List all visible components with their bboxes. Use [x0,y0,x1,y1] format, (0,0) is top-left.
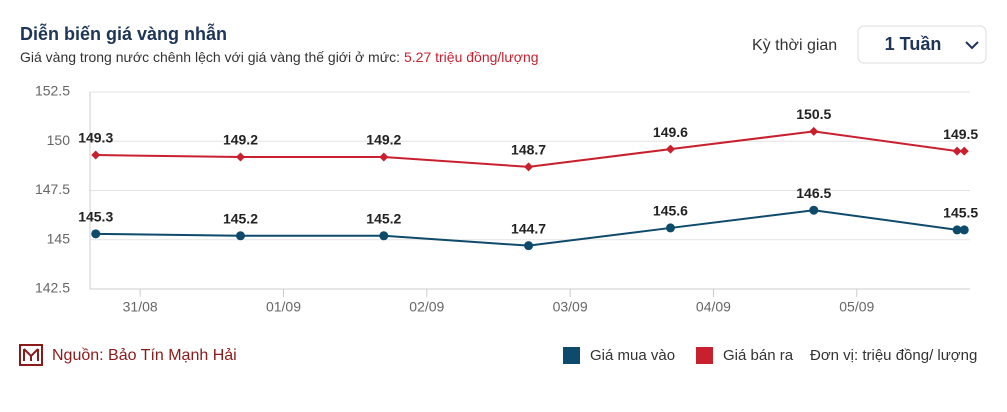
data-label: 150.5 [796,106,831,122]
data-label: 149.3 [78,130,113,146]
period-select[interactable]: 1 Tuần [857,25,987,64]
marker [235,152,245,162]
chevron[interactable] [965,41,979,50]
data-label: 149.6 [653,124,688,140]
subtitle-text: Giá vàng trong nước chênh lệch với giá v… [20,49,400,65]
subtitle: Giá vàng trong nước chênh lệch với giá v… [20,49,539,65]
line [95,209,965,247]
marker [959,225,969,235]
marker [809,205,819,215]
select-box[interactable] [857,25,987,64]
marker [524,241,534,251]
data-label: 145.5 [943,205,978,221]
marker [379,231,389,241]
select-value[interactable]: 1 Tuần [885,34,942,54]
marker [809,126,819,136]
unit: Đơn vị: triệu đồng/ lượng [810,347,977,364]
data-label: 149.2 [223,132,258,148]
marker [379,152,389,162]
y-tick-label: 150 [47,132,71,148]
marker [952,146,962,156]
chart-title: Diễn biến giá vàng nhẫn [20,23,227,44]
x-tick-label: 05/09 [839,299,874,315]
data-label: 145.6 [653,203,688,219]
data-label: 148.7 [511,142,546,158]
legend-label: Giá mua vào [590,347,675,364]
legend-swatch [696,347,713,364]
marker [235,231,245,241]
marker [665,144,675,154]
data-label: 145.3 [78,209,113,225]
data-label: 149.2 [366,132,401,148]
marker [91,150,101,160]
x-tick-label: 04/09 [696,299,731,315]
y-tick-label: 145 [47,230,71,246]
marker [952,225,962,235]
y-tick-label: 147.5 [35,181,70,197]
subtitle-highlight: 5.27 triệu đồng/lượng [404,49,539,65]
data-label: 144.7 [511,220,546,236]
data-label: 146.5 [796,185,831,201]
x-tick-label: 31/08 [123,299,158,315]
data-label: 145.2 [223,211,258,227]
line [95,130,965,168]
y-tick-label: 142.5 [35,280,70,296]
y-tick-label: 152.5 [35,83,70,99]
x-tick-label: 03/09 [553,299,588,315]
data-label: 149.5 [943,126,978,142]
data-label: 145.2 [366,211,401,227]
source-logo [19,344,43,366]
x-tick-label: 02/09 [409,299,444,315]
legend-label: Giá bán ra [723,347,794,364]
marker [524,162,534,172]
marker [959,146,969,156]
marker [91,229,101,239]
period-label: Kỳ thời gian [752,37,837,54]
x-tick-label: 01/09 [266,299,301,315]
legend-swatch [563,347,580,364]
marker [665,223,675,233]
source: Nguồn: Bảo Tín Mạnh Hải [52,347,237,364]
